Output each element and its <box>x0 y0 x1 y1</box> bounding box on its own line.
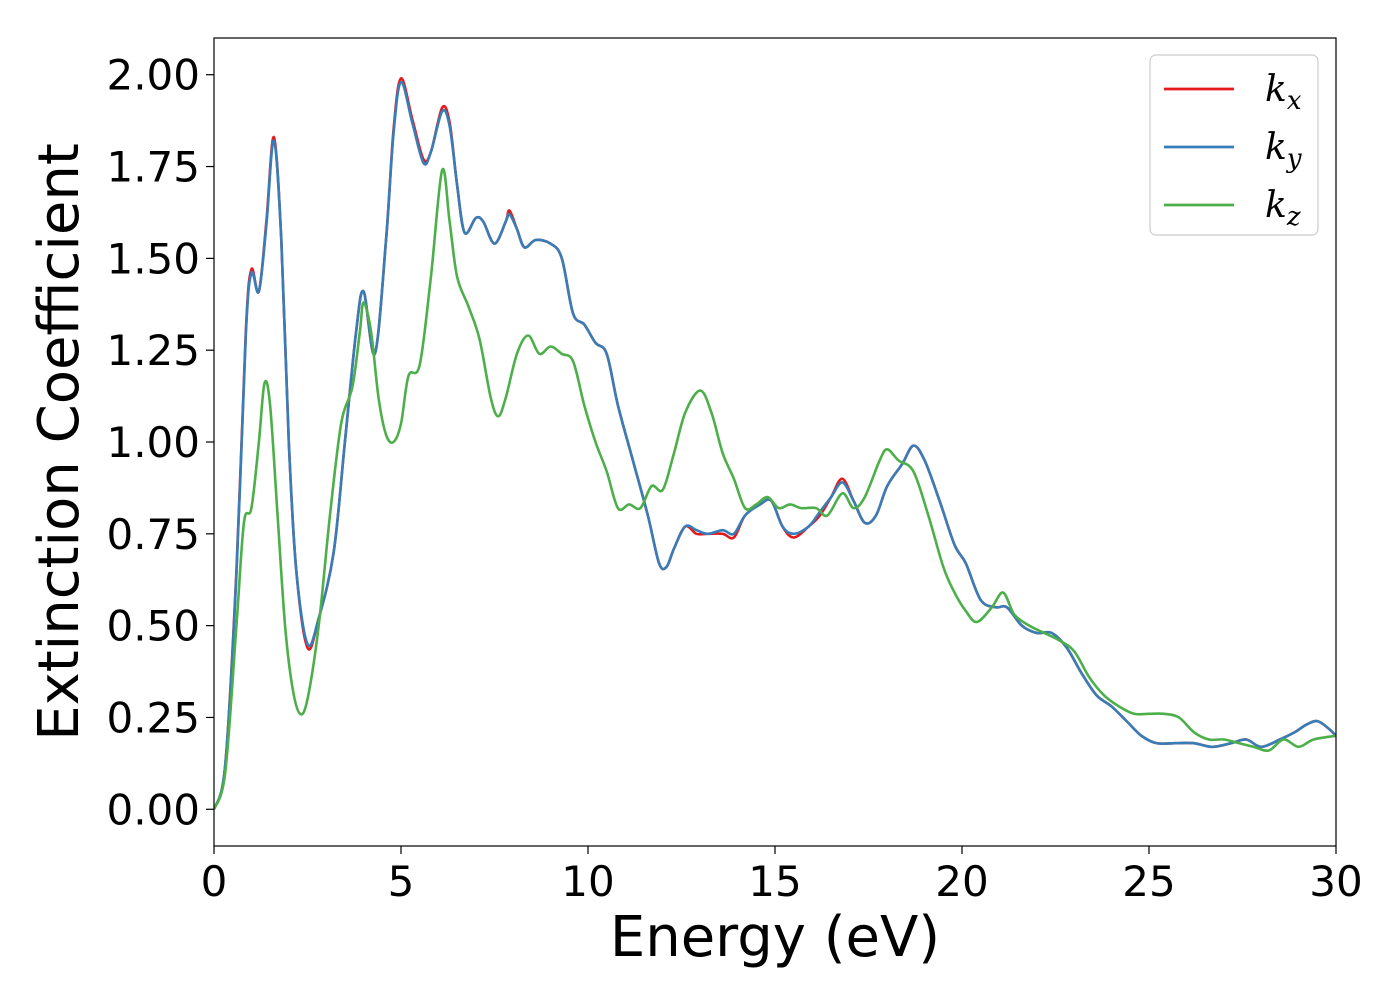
x-tick-label: 30 <box>1309 857 1362 906</box>
x-tick-label: 0 <box>201 857 228 906</box>
y-axis-ticks: 0.00 0.25 0.50 0.75 1.00 1.25 1.50 1.75 2.00 <box>106 51 214 834</box>
x-tick-label: 15 <box>748 857 801 906</box>
x-tick-label: 25 <box>1122 857 1175 906</box>
y-tick-label: 1.00 <box>106 418 200 467</box>
y-axis-label: Extinction Coefficient <box>27 143 92 741</box>
y-tick-label: 1.25 <box>106 326 200 375</box>
series-layer <box>214 77 1336 810</box>
y-tick-label: 0.00 <box>106 785 200 834</box>
x-axis-ticks: 0 5 10 15 20 25 30 <box>201 846 1363 906</box>
y-tick-label: 2.00 <box>106 51 200 100</box>
y-tick-label: 0.25 <box>106 693 200 742</box>
x-tick-label: 5 <box>388 857 415 906</box>
y-tick-label: 1.75 <box>106 143 200 192</box>
y-tick-label: 0.75 <box>106 510 200 559</box>
legend-label-kx: kx <box>1265 69 1302 116</box>
y-tick-label: 0.50 <box>106 602 200 651</box>
x-axis-label: Energy (eV) <box>610 905 940 970</box>
x-tick-label: 20 <box>935 857 988 906</box>
legend-box <box>1149 54 1319 236</box>
y-tick-label: 1.50 <box>106 234 200 283</box>
legend-label-kz: kz <box>1265 185 1301 232</box>
legend-label-ky: ky <box>1265 127 1302 174</box>
series-line-kz <box>214 167 1336 810</box>
x-tick-label: 10 <box>561 857 614 906</box>
series-line-ky <box>214 80 1336 810</box>
legend: kx ky kz <box>1149 54 1319 236</box>
